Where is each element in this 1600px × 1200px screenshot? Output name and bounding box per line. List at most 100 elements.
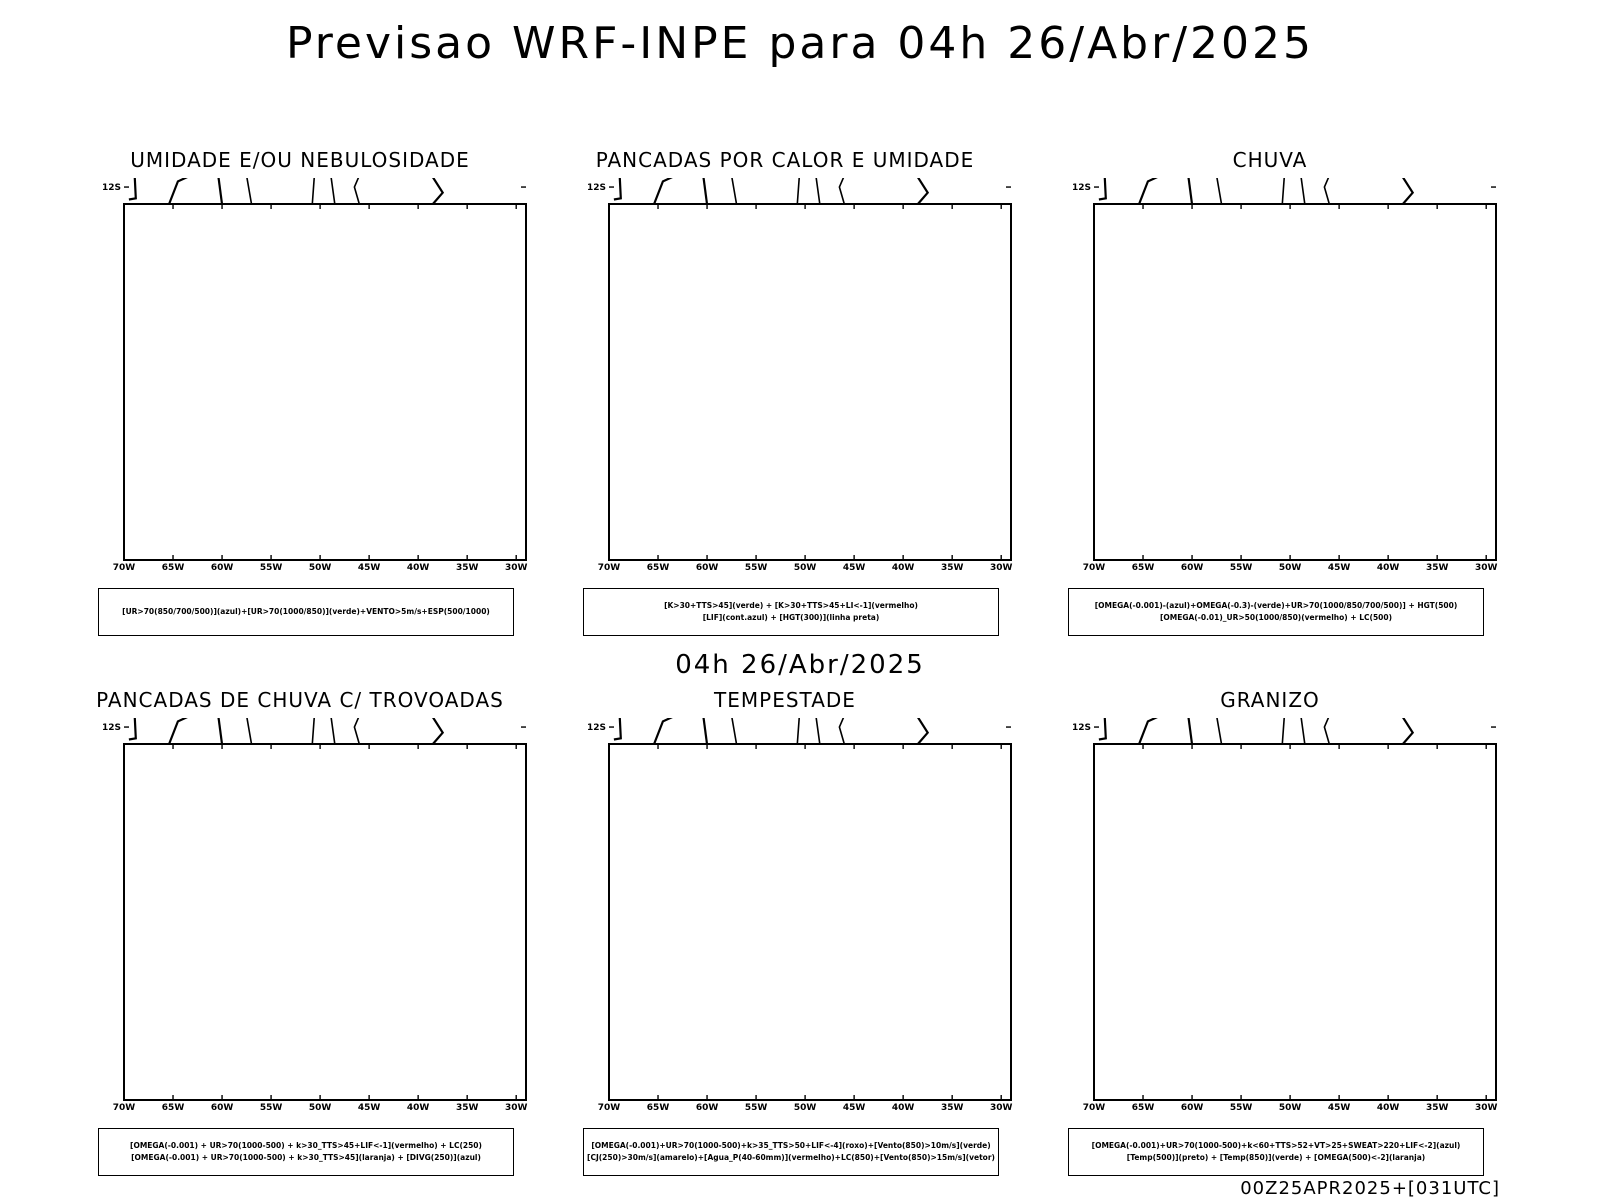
country-border [1187,178,1194,205]
plot-border [123,203,527,561]
axes: 12S15S18S21S24S27S30S33S36S39S42S70W65W6… [1072,723,1498,1113]
panel-chuva: CHUVA 5795795765735705675645615585555525… [1040,148,1500,636]
axes: 12S15S18S21S24S27S30S33S36S39S42S70W65W6… [587,723,1013,1113]
state-border [246,178,253,205]
lon-tick-label: 60W [1181,1103,1204,1113]
lon-tick-label: 30W [1475,1103,1498,1113]
state-border [815,178,821,205]
country-border [1187,718,1194,745]
state-border [838,178,846,205]
panel-granizo: GRANIZO 151212-12-15-18-21-15-121212S15S… [1040,688,1500,1176]
state-border [246,718,253,745]
country-border [217,718,224,745]
east-coastline [917,178,930,205]
lon-tick-label: 70W [113,563,136,573]
lat-tick-label: 12S [1072,183,1091,193]
legend-box: [UR>70(850/700/500)](azul)+[UR>70(1000/8… [98,588,514,636]
plot-border [1093,743,1497,1101]
map-pancadas-calor[interactable]: 9600960096009520952095209440944093609360… [555,178,1015,578]
map-chuva[interactable]: 57957957657357056756456155855555254612S1… [1040,178,1500,578]
lon-tick-label: 40W [1377,1103,1400,1113]
streamline [124,718,516,738]
panel-title: UMIDADE E/OU NEBULOSIDADE [130,148,470,172]
map-granizo[interactable]: 151212-12-15-18-21-15-121212S15S18S21S24… [1040,718,1500,1118]
legend-line: [K>30+TTS>45](verde) + [K>30+TTS>45+LI<-… [664,601,918,610]
east-coastline [432,718,445,745]
lon-tick-label: 60W [1181,563,1204,573]
legend-line: [UR>70(850/700/500)](azul)+[UR>70(1000/8… [122,607,490,616]
lon-tick-label: 45W [843,563,866,573]
map-base [128,718,445,745]
axes: 12S15S18S21S24S27S30S33S36S39S42S70W65W6… [102,723,528,1113]
streamline-arrow [1296,186,1300,189]
state-border [1216,178,1223,205]
wind-vector [682,718,688,722]
legend-line: [OMEGA(-0.001)+UR>70(1000-500)+k>35_TTS>… [591,1141,991,1150]
lon-tick-label: 45W [358,563,381,573]
country-border [653,178,673,205]
panel-title: GRANIZO [1220,688,1320,712]
country-border [168,178,188,205]
lon-tick-label: 65W [647,563,670,573]
state-border [1300,718,1306,745]
storm-fields [129,718,379,744]
lon-tick-label: 60W [211,1103,234,1113]
wind-vector [646,718,652,722]
country-border [613,718,622,741]
map-base [128,178,445,205]
map-pancadas-trovoadas[interactable]: 12S15S18S21S24S27S30S33S36S39S42S70W65W6… [70,718,530,1118]
streamline-arrow [1159,180,1163,183]
map-umidade[interactable]: 1008101210121012101210161012576570564558… [70,178,530,578]
country-border [1098,178,1107,201]
lon-tick-label: 50W [1279,563,1302,573]
lon-tick-label: 50W [1279,1103,1302,1113]
lat-tick-label: 12S [587,183,606,193]
temp850-contour [1369,718,1487,727]
lon-tick-label: 30W [505,563,528,573]
lon-tick-label: 45W [358,1103,381,1113]
lon-tick-label: 70W [1083,563,1106,573]
state-border [1300,178,1306,205]
lat-tick-label: 12S [102,723,121,733]
field-area [144,178,517,204]
wind-vectors [619,718,990,722]
map-tempestade[interactable]: 4012S15S18S21S24S27S30S33S36S39S42S70W65… [555,718,1015,1118]
lon-tick-label: 35W [456,563,479,573]
lon-tick-label: 35W [1426,563,1449,573]
lon-tick-label: 40W [1377,563,1400,573]
state-border [1323,178,1331,205]
lon-tick-label: 60W [211,563,234,573]
lon-tick-label: 65W [162,1103,185,1113]
legend-box: [OMEGA(-0.001)+UR>70(1000-500)+k<60+TTS>… [1068,1128,1484,1176]
lon-tick-label: 50W [794,1103,817,1113]
streamline-arrow [1433,185,1437,188]
country-border [1098,718,1107,741]
lon-tick-label: 30W [505,1103,528,1113]
moist-area [844,178,918,204]
lon-tick-label: 60W [696,563,719,573]
panel-pancadas-calor: PANCADAS POR CALOR E UMIDADE 96009600960… [555,148,1015,636]
east-coastline [432,178,445,205]
legend-line: [LIF](cont.azul) + [HGT(300)](linha pret… [702,613,880,622]
lon-tick-label: 55W [260,563,283,573]
lon-tick-label: 70W [598,1103,621,1113]
panel-title: TEMPESTADE [714,688,856,712]
lon-tick-label: 65W [1132,563,1155,573]
lat-tick-label: 12S [1072,723,1091,733]
lon-tick-label: 70W [598,563,621,573]
humidity-fields [124,178,516,204]
state-border [1281,718,1286,745]
lon-tick-label: 55W [260,1103,283,1113]
state-border [1323,718,1331,745]
lon-tick-label: 55W [745,1103,768,1113]
axes: 12S15S18S21S24S27S30S33S36S39S42S70W65W6… [102,183,528,573]
state-border [731,178,738,205]
panel-title: CHUVA [1232,148,1308,172]
lon-tick-label: 50W [794,563,817,573]
country-border [1138,178,1158,205]
lon-tick-label: 35W [941,1103,964,1113]
lon-tick-label: 65W [647,1103,670,1113]
temp850-contours [1104,718,1487,738]
lon-tick-label: 35W [1426,1103,1449,1113]
state-border [796,718,801,745]
